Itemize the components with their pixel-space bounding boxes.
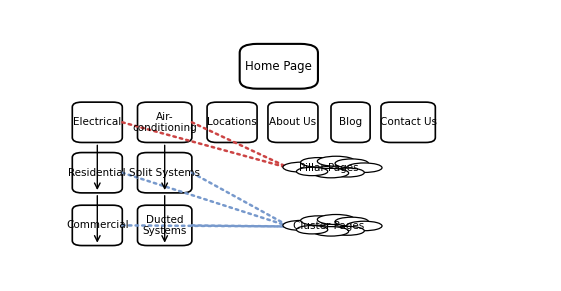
Text: Commercial: Commercial [66, 220, 128, 230]
Ellipse shape [296, 167, 328, 176]
FancyBboxPatch shape [381, 102, 435, 143]
Ellipse shape [331, 168, 364, 177]
Text: Air-
conditioning: Air- conditioning [132, 111, 197, 133]
Text: Cluster Pages: Cluster Pages [293, 221, 365, 232]
Ellipse shape [283, 220, 320, 230]
Ellipse shape [331, 226, 364, 235]
FancyBboxPatch shape [331, 102, 370, 143]
Text: Home Page: Home Page [245, 60, 312, 73]
FancyBboxPatch shape [137, 152, 192, 193]
FancyBboxPatch shape [137, 205, 192, 246]
Text: Contact Us: Contact Us [380, 117, 436, 127]
Ellipse shape [347, 221, 382, 231]
Text: Residential: Residential [68, 168, 126, 178]
Ellipse shape [313, 168, 348, 178]
Ellipse shape [335, 159, 369, 168]
Text: Ducted
Systems: Ducted Systems [142, 214, 187, 236]
FancyBboxPatch shape [72, 152, 122, 193]
Ellipse shape [313, 227, 348, 236]
FancyBboxPatch shape [72, 205, 122, 246]
Text: Pillar Pages: Pillar Pages [299, 163, 358, 173]
Ellipse shape [318, 214, 355, 225]
FancyBboxPatch shape [268, 102, 318, 143]
Ellipse shape [318, 156, 355, 166]
FancyBboxPatch shape [207, 102, 257, 143]
Ellipse shape [335, 217, 369, 226]
Ellipse shape [301, 216, 336, 225]
Text: Blog: Blog [339, 117, 362, 127]
Text: Electrical: Electrical [73, 117, 121, 127]
Text: Split Systems: Split Systems [129, 168, 200, 178]
FancyBboxPatch shape [137, 102, 192, 143]
Ellipse shape [283, 162, 320, 172]
Ellipse shape [347, 163, 382, 173]
Ellipse shape [301, 158, 336, 167]
FancyBboxPatch shape [240, 44, 318, 89]
Text: Locations: Locations [207, 117, 257, 127]
Ellipse shape [296, 226, 328, 234]
Text: About Us: About Us [269, 117, 316, 127]
FancyBboxPatch shape [72, 102, 122, 143]
